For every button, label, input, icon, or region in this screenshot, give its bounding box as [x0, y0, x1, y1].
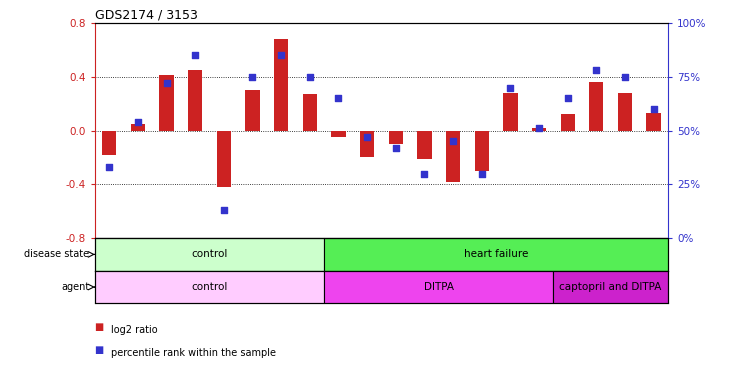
- Point: [447, 138, 459, 144]
- Bar: [159, 76, 174, 131]
- Bar: [474, 131, 489, 171]
- Point: [104, 164, 115, 170]
- Bar: [245, 90, 260, 131]
- Bar: [418, 131, 431, 159]
- Bar: [647, 113, 661, 131]
- Bar: [188, 70, 202, 131]
- Point: [161, 80, 172, 86]
- Point: [533, 125, 545, 131]
- Point: [361, 134, 373, 140]
- Bar: [274, 39, 288, 131]
- Bar: [331, 131, 345, 137]
- Bar: [618, 93, 632, 131]
- Point: [562, 95, 574, 101]
- Bar: [388, 131, 403, 144]
- Text: ■: ■: [95, 322, 107, 332]
- Point: [390, 145, 402, 151]
- Bar: [561, 114, 575, 131]
- Bar: [589, 82, 604, 131]
- Point: [218, 207, 230, 213]
- Text: log2 ratio: log2 ratio: [111, 325, 158, 335]
- Point: [476, 170, 488, 177]
- Point: [648, 106, 659, 112]
- Text: captopril and DITPA: captopril and DITPA: [559, 282, 662, 292]
- Text: control: control: [191, 249, 228, 260]
- Text: control: control: [191, 282, 228, 292]
- Bar: [217, 131, 231, 187]
- Bar: [553, 271, 668, 303]
- Point: [275, 52, 287, 58]
- Bar: [303, 94, 317, 131]
- Text: DITPA: DITPA: [423, 282, 454, 292]
- Bar: [446, 131, 460, 182]
- Text: agent: agent: [61, 282, 89, 292]
- Bar: [95, 238, 324, 271]
- Text: GDS2174 / 3153: GDS2174 / 3153: [95, 9, 198, 22]
- Bar: [532, 128, 546, 131]
- Point: [333, 95, 345, 101]
- Point: [619, 74, 631, 80]
- Text: ■: ■: [95, 345, 107, 355]
- Point: [504, 84, 516, 91]
- Bar: [324, 238, 668, 271]
- Bar: [131, 124, 145, 131]
- Bar: [95, 271, 324, 303]
- Bar: [503, 93, 518, 131]
- Point: [591, 67, 602, 73]
- Point: [418, 170, 430, 177]
- Point: [247, 74, 258, 80]
- Point: [304, 74, 315, 80]
- Text: percentile rank within the sample: percentile rank within the sample: [111, 348, 276, 358]
- Text: heart failure: heart failure: [464, 249, 529, 260]
- Bar: [324, 271, 553, 303]
- Text: disease state: disease state: [24, 249, 89, 260]
- Point: [189, 52, 201, 58]
- Point: [132, 119, 144, 125]
- Bar: [360, 131, 374, 157]
- Bar: [102, 131, 116, 155]
